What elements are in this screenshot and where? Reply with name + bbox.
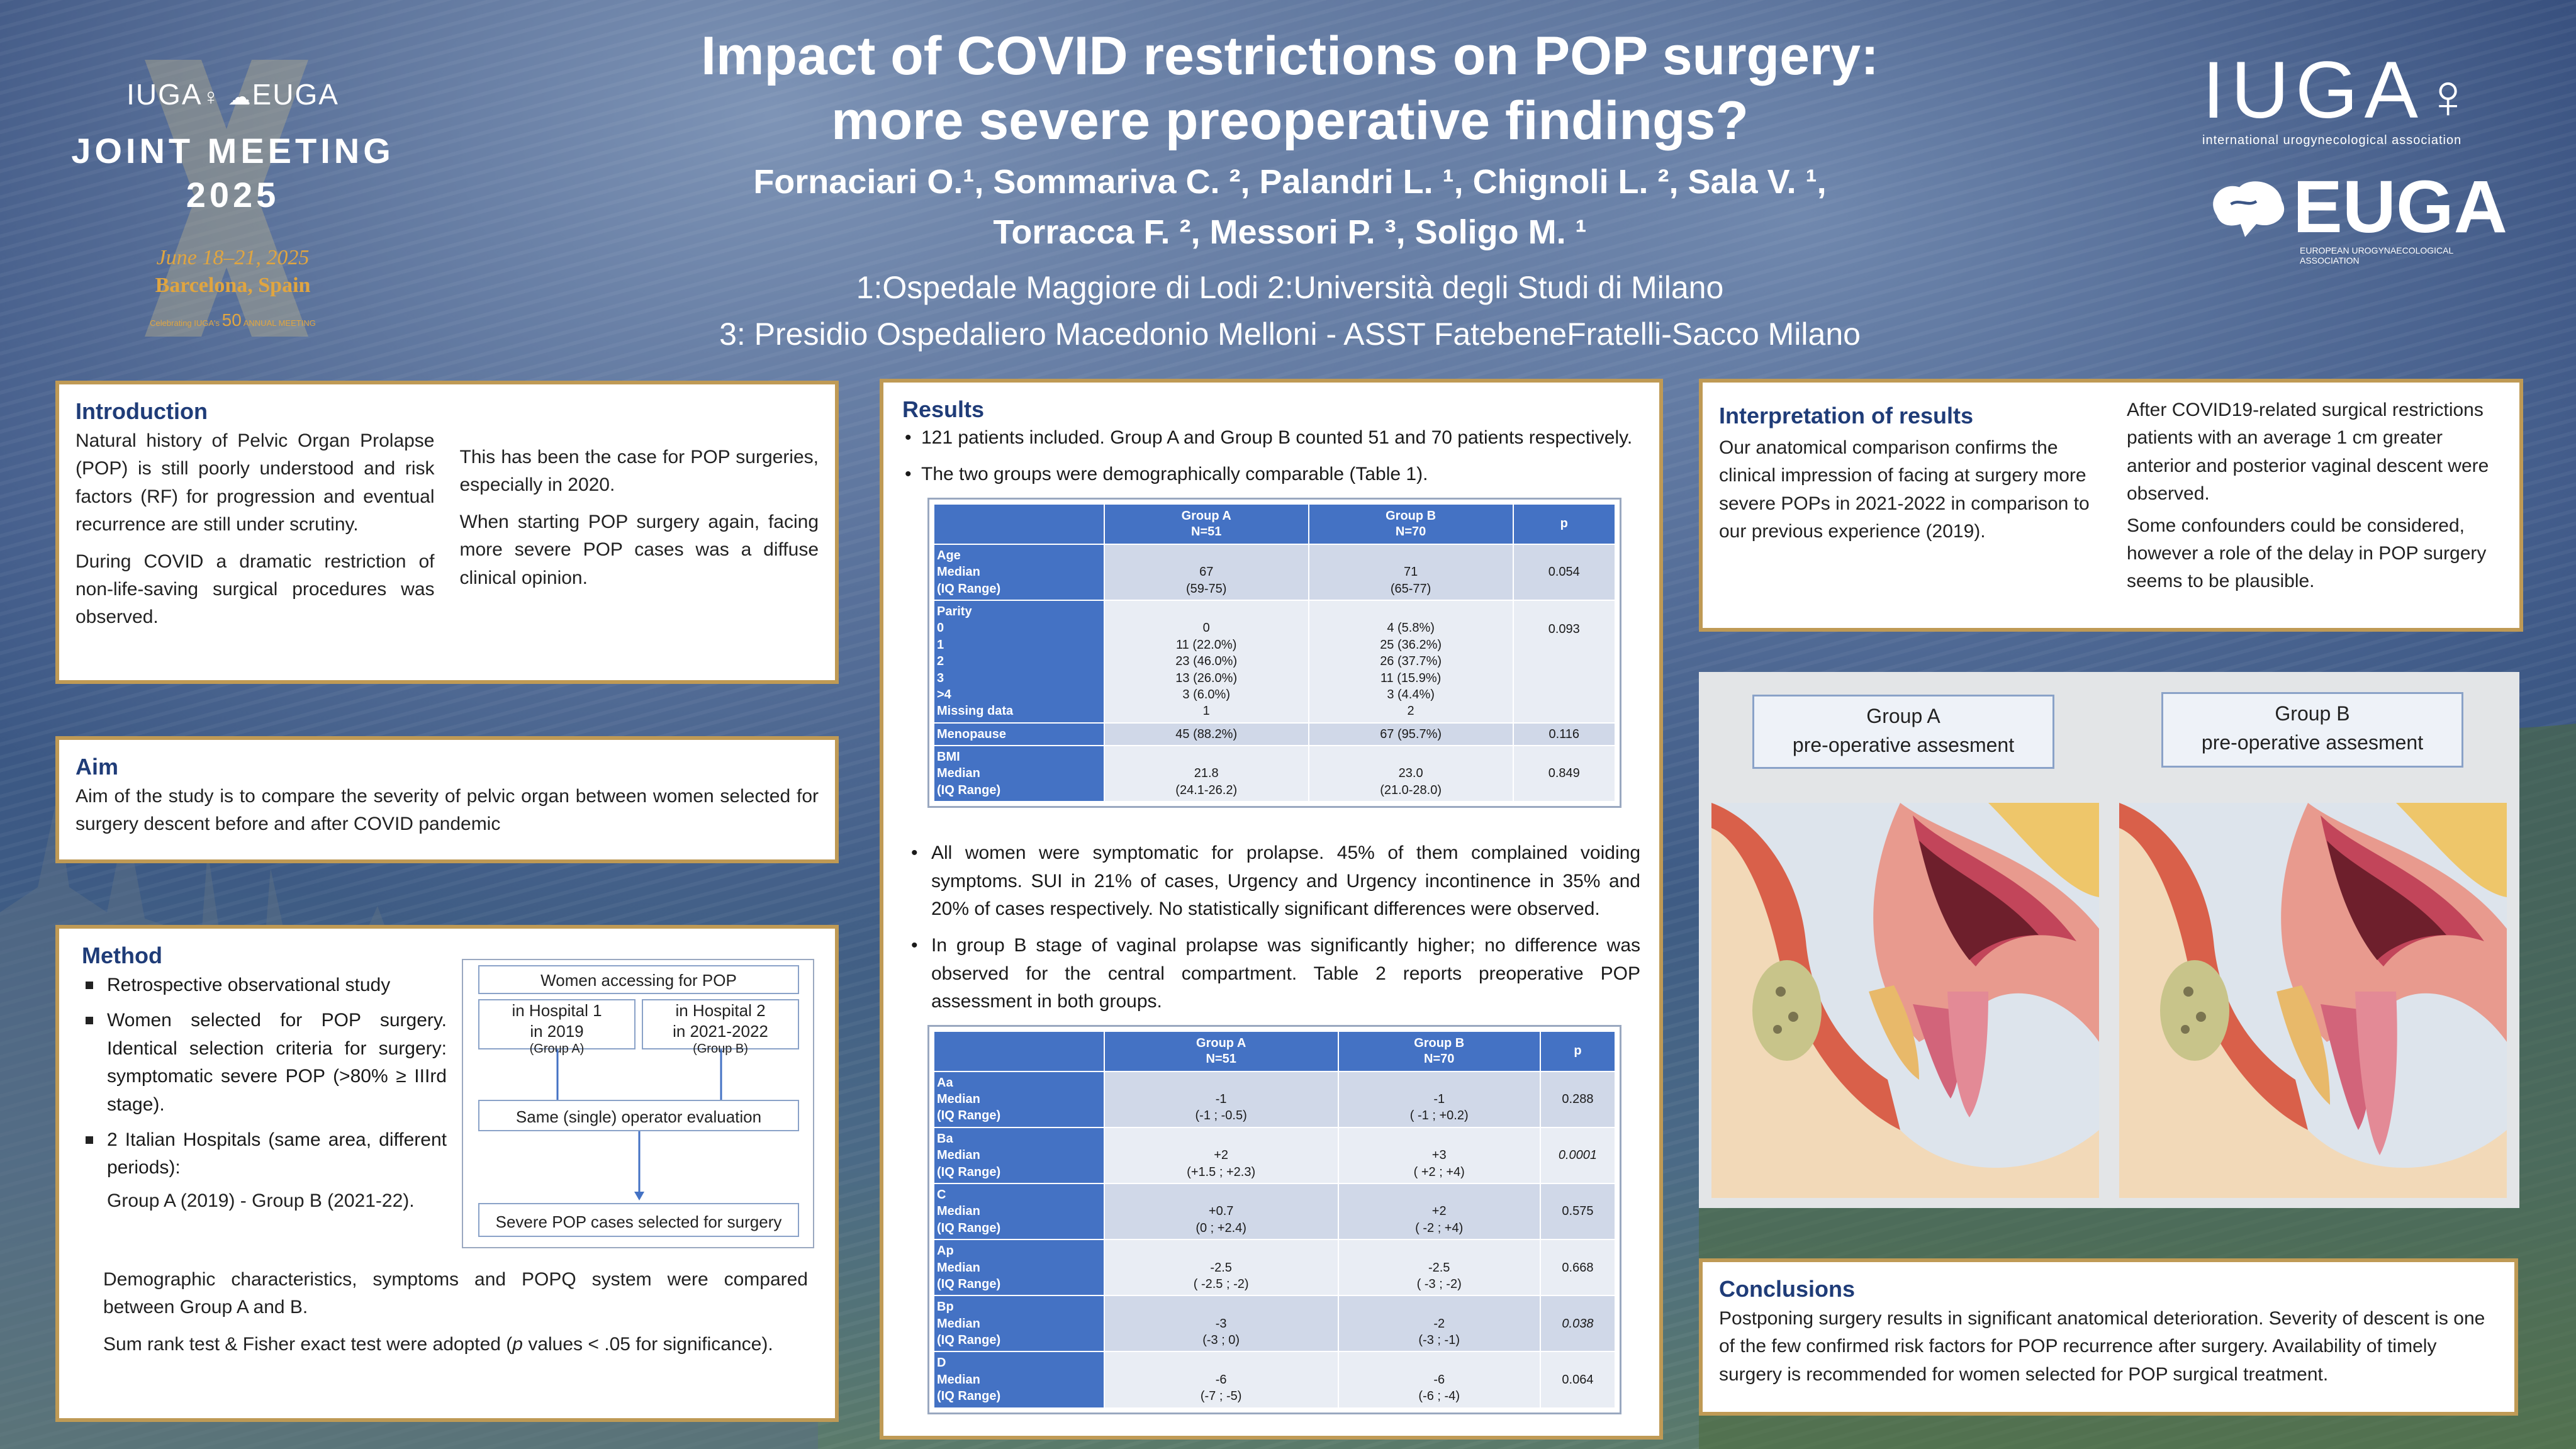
flow-hospital-2-year: in 2021-2022 (673, 1021, 768, 1041)
anniversary-suffix: ANNUAL MEETING (243, 318, 316, 328)
results-bullet-1: 121 patients included. Group A and Group… (902, 424, 1640, 452)
group-a-anatomy-illustration (1711, 803, 2099, 1198)
table-1: Group A N=51 Group B N=70 p Age Median (IQ R… (927, 497, 1621, 808)
flow-hospital-1-year: in 2019 (530, 1021, 584, 1041)
joint-meeting-text: JOINT MEETING (71, 131, 395, 171)
poster-title: Impact of COVID restrictions on POP surg… (440, 24, 2139, 154)
interpretation-paragraph-1: Our anatomical comparison confirms the c… (1719, 437, 2090, 542)
conclusions-panel: Conclusions Postponing surgery results i… (1699, 1258, 2518, 1416)
method-paragraph-2: Sum rank test & Fisher exact test were a… (103, 1331, 808, 1358)
method-bullet-1: Retrospective observational study (82, 971, 447, 999)
selection-flowchart: Women accessing for POP in Hospital 1 in… (462, 959, 814, 1248)
t1-row-bmi: BMI Median (IQ Range) 21.8 (24.1-26.2) 23.0… (933, 745, 1616, 803)
title-line-1: Impact of COVID restrictions on POP surg… (701, 26, 1879, 86)
iuga-logo: IUGA♀ international urogynecological ass… (2202, 50, 2504, 148)
interpretation-title: Interpretation of results (1719, 403, 1974, 428)
euga-logo-subtitle: EUROPEAN UROGYNAECOLOGICAL ASSOCIATION (2300, 245, 2453, 266)
introduction-paragraph-2: During COVID a dramatic restriction of n… (76, 551, 435, 628)
meeting-iuga-text: IUGA (126, 78, 203, 111)
introduction-title: Introduction (76, 398, 208, 424)
results-bullet-3: All women were symptomatic for prolapse.… (909, 839, 1640, 923)
t1-row-parity: Parity 0 1 2 3 >4 Missing data 0 11 (22.0%) 23 … (933, 599, 1616, 724)
results-bullet-2: The two groups were demographically comp… (902, 461, 1640, 489)
method-p-symbol: p (512, 1333, 523, 1355)
euga-logo: EUGA EUROPEAN UROGYNAECOLOGICAL ASSOCIAT… (2205, 170, 2507, 266)
interpretation-paragraph-2: After COVID19-related surgical restricti… (2127, 400, 2489, 505)
meeting-place: Barcelona, Spain (155, 274, 311, 297)
t2-header-p: p (1539, 1030, 1616, 1072)
group-b-anatomy-illustration (2119, 803, 2507, 1198)
aim-title: Aim (76, 754, 119, 780)
t1-header-group-b: Group B N=70 (1308, 503, 1514, 545)
flow-hospital-1-group: (Group A) (529, 1042, 585, 1056)
t2-row-ap: Ap Median (IQ Range) -2.5( -2.5 ; -2) -2.5… (933, 1239, 1616, 1297)
anniversary-number: 50 (221, 310, 242, 330)
t2-row-d: D Median (IQ Range) -6 (-7 ; -5) -6 (-6 ; -4… (933, 1351, 1616, 1409)
aim-panel: Aim Aim of the study is to compare the s… (55, 736, 839, 863)
introduction-paragraph-4: When starting POP surgery again, facing … (459, 511, 819, 588)
aim-text: Aim of the study is to compare the sever… (76, 786, 819, 835)
flow-arrows (556, 1049, 722, 1200)
euga-logo-text: EUGA (2293, 165, 2507, 249)
authors-line-1: Fornaciari O.¹, Sommariva C. ², Palandri… (753, 163, 1827, 201)
authors-line-2: Torracca F. ², Messori P. ³, Soligo M. ¹ (993, 213, 1587, 251)
method-groups: Group A (2019) - Group B (2021-22). (107, 1190, 415, 1211)
t2-header-group-a: Group A N=51 (1103, 1030, 1339, 1072)
t2-header-group-b: Group B N=70 (1337, 1030, 1541, 1072)
method-paragraph-2-end: values < .05 for significance). (522, 1333, 773, 1355)
t1-row-age: Age Median (IQ Range) 67 (59-75) 71 (65-77) … (933, 543, 1616, 601)
method-panel: Method Retrospective observational study… (55, 925, 839, 1422)
t2-row-aa: Aa Median (IQ Range) -1 (-1 ; -0.5) -1( -1 … (933, 1070, 1616, 1128)
introduction-paragraph-1: Natural history of Pelvic Organ Prolapse… (76, 430, 435, 535)
flow-hospital-1-name: in Hospital 1 (512, 1001, 602, 1020)
t1-row-menopause: Menopause 45 (88.2%) 67 (95.7%) 0.116 (933, 722, 1616, 747)
t1-header-p: p (1512, 503, 1616, 545)
brain-icon (2213, 181, 2285, 237)
method-title: Method (82, 943, 162, 968)
flow-hospital-2: in Hospital 2 in 2021-2022 (Group B) (642, 999, 799, 1056)
t2-row-ba: Ba Median (IQ Range) +2 (+1.5 ; +2.3) +3( +… (933, 1126, 1616, 1184)
flow-hospital-2-name: in Hospital 2 (675, 1001, 766, 1020)
results-title: Results (902, 396, 985, 422)
flow-hospital-1: in Hospital 1 in 2019 (Group A) (478, 999, 636, 1056)
results-bullet-4: In group B stage of vaginal prolapse was… (909, 932, 1640, 1015)
method-paragraph-1: Demographic characteristics, symptoms an… (103, 1269, 808, 1318)
interpretation-panel: Interpretation of results Our anatomical… (1699, 379, 2523, 632)
method-bullet-3: 2 Italian Hospitals (same area, differen… (82, 1126, 447, 1182)
iuga-logo-text: IUGA (2202, 45, 2424, 135)
title-line-2: more severe preoperative findings? (831, 91, 1749, 152)
method-paragraph-2-start: Sum rank test & Fisher exact test were a… (103, 1333, 513, 1355)
introduction-panel: Introduction Natural history of Pelvic O… (55, 381, 839, 684)
affiliation-line-1: 1:Ospedale Maggiore di Lodi 2:Università… (856, 270, 1724, 305)
affiliation-line-2: 3: Presidio Ospedaliero Macedonio Mellon… (719, 316, 1861, 352)
meeting-logo: IUGA♀ ☁EUGA JOINT MEETING 2025 June 18–2… (57, 60, 409, 337)
meeting-euga-text: EUGA (252, 78, 339, 111)
t2-row-bp: Bp Median (IQ Range) -3 (-3 ; 0) -2 (-3 ; -1… (933, 1295, 1616, 1353)
flow-severe-cases: Severe POP cases selected for surgery (478, 1203, 799, 1237)
anniversary-prefix: Celebrating IUGA's (150, 318, 220, 328)
iuga-logo-subtitle: international urogynecological associati… (2202, 133, 2462, 147)
meeting-dates: June 18–21, 2025 (156, 246, 310, 269)
conclusions-title: Conclusions (1719, 1276, 1856, 1302)
introduction-paragraph-3: This has been the case for POP surgeries… (459, 447, 819, 496)
t1-header-group-a: Group A N=51 (1103, 503, 1309, 545)
table-2: Group A N=51 Group B N=70 p Aa Median (IQ Ra… (927, 1024, 1621, 1414)
conclusions-text: Postponing surgery results in significan… (1719, 1308, 2485, 1385)
method-bullet-2: Women selected for POP surgery. Identica… (82, 1007, 447, 1119)
meeting-year: 2025 (186, 175, 280, 215)
results-panel: Results 121 patients included. Group A a… (880, 379, 1663, 1440)
t2-row-c: C Median (IQ Range) +0.7 (0 ; +2.4) +2( -2 … (933, 1182, 1616, 1241)
interpretation-paragraph-3: Some confounders could be considered, ho… (2127, 515, 2487, 592)
x-emblem-icon (145, 60, 308, 337)
flow-hospital-2-group: (Group B) (693, 1042, 748, 1056)
flow-operator-evaluation: Same (single) operator evaluation (478, 1100, 799, 1131)
flow-women-accessing: Women accessing for POP (478, 965, 799, 994)
